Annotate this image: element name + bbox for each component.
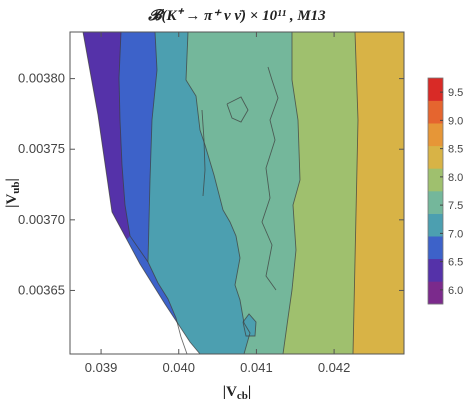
colorbar-swatch [428, 168, 443, 192]
colorbar-swatch [428, 191, 443, 214]
y-axis-label: |Vub| [4, 178, 22, 208]
x-tick-label: 0.041 [240, 360, 273, 375]
contour-island-1 [227, 97, 248, 122]
y-tick-label: 0.00375 [18, 141, 65, 156]
colorbar-frame [427, 77, 444, 305]
colorbar-swatch [428, 78, 443, 101]
colorbar-tick-label: 9.0 [448, 115, 463, 127]
y-tick-label: 0.00370 [18, 212, 65, 227]
x-axis-label: |Vcb| [223, 384, 251, 402]
colorbar-tick-label: 7.0 [448, 228, 463, 240]
y-axis: 0.00365 0.00370 0.00375 0.00380 [18, 71, 404, 297]
colorbar-tick-label: 6.0 [448, 285, 463, 297]
colorbar-swatch [428, 258, 443, 282]
colorbar: 6.0 6.5 7.0 7.5 8.0 8.5 9.0 9.5 [427, 77, 463, 305]
excluded-region [70, 32, 200, 354]
colorbar-swatch [428, 145, 443, 169]
x-tick-label: 0.039 [85, 360, 118, 375]
colorbar-tick-label: 8.0 [448, 172, 463, 184]
chart-title: 𝓑(K⁺ → π⁺ ν ν̄) × 10¹¹ , M13 [147, 8, 326, 24]
colorbar-swatch [428, 281, 443, 305]
colorbar-tick-label: 8.5 [448, 144, 463, 156]
contour-regions [70, 32, 404, 354]
colorbar-tick-label: 9.5 [448, 87, 463, 99]
contour-lines [82, 32, 359, 354]
colorbar-swatch [428, 100, 443, 124]
y-tick-label: 0.00365 [18, 282, 65, 297]
colorbar-tick-label: 7.5 [448, 200, 463, 212]
colorbar-swatch [428, 236, 443, 260]
x-tick-label: 0.042 [318, 360, 351, 375]
colorbar-swatch [428, 213, 443, 237]
contour-island-2 [243, 314, 256, 336]
colorbar-tick-label: 6.5 [448, 257, 463, 269]
plot-frame [69, 31, 405, 355]
y-tick-label: 0.00380 [18, 71, 65, 86]
x-tick-label: 0.040 [162, 360, 195, 375]
colorbar-swatch [428, 123, 443, 147]
x-axis: 0.039 0.040 0.041 0.042 [85, 32, 351, 375]
